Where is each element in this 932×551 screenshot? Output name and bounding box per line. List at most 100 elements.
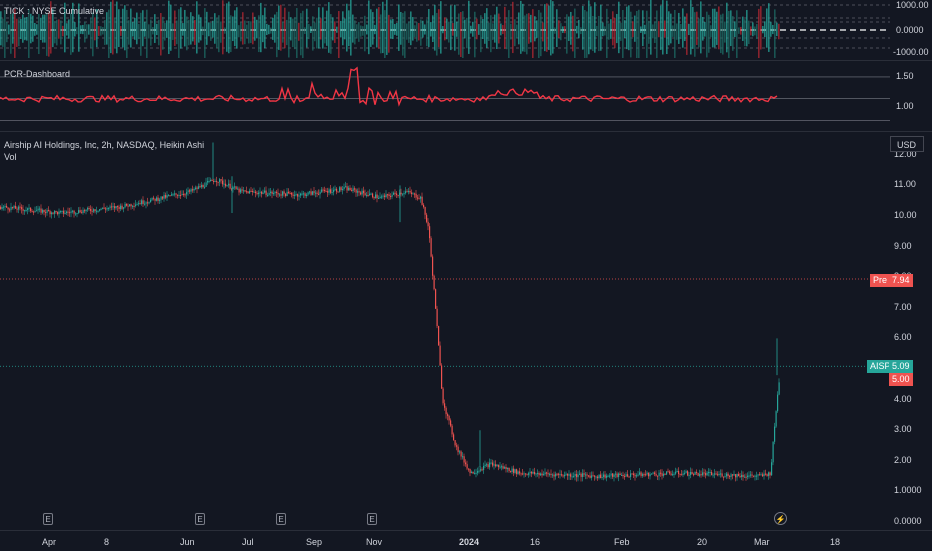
tick-bar [624, 20, 626, 39]
candle-body [564, 474, 566, 477]
candle-body [669, 471, 671, 474]
tick-bar [416, 22, 418, 42]
tick-bar [142, 10, 144, 47]
tick-bar [164, 22, 166, 41]
tick-bar [466, 17, 468, 49]
tick-bar [198, 14, 200, 43]
candle-body [79, 210, 81, 213]
candle-body [424, 206, 426, 215]
earnings-marker-4[interactable]: E [367, 513, 377, 525]
tick-bar [580, 27, 582, 35]
tick-bar [422, 20, 424, 38]
candle-body [387, 194, 389, 196]
candle-body [135, 204, 137, 206]
dividend-bolt-icon[interactable]: ⚡ [774, 512, 787, 525]
tick-bar [308, 23, 310, 40]
tick-bar [570, 11, 572, 45]
candle-body [747, 475, 749, 477]
candle-body [369, 193, 371, 196]
candle-body [34, 210, 36, 213]
candle-body [324, 189, 326, 192]
candle-body [751, 474, 753, 476]
tick-bar [102, 27, 104, 35]
candle-body [306, 194, 308, 196]
price-axis-zero: 0.0000 [894, 516, 922, 526]
tick-bar [302, 10, 304, 58]
candle-body [102, 207, 104, 209]
candle-body [409, 191, 411, 193]
candle-body [519, 471, 521, 474]
candle-body [715, 473, 717, 475]
tick-bar [44, 14, 46, 43]
tick-bar [300, 13, 302, 56]
tick-bar [744, 19, 746, 47]
candle-body [343, 186, 345, 190]
tick-bar [652, 24, 654, 39]
tick-bar [120, 26, 122, 36]
tick-bar [726, 2, 728, 53]
candle-body [51, 212, 53, 215]
candle-body [528, 473, 530, 475]
candle-body [304, 193, 306, 196]
tick-bar [148, 24, 150, 39]
tick-bar [22, 14, 24, 43]
candle-body [672, 474, 674, 476]
tick-bar [476, 18, 478, 40]
tick-bar [778, 23, 780, 40]
candle-body [49, 211, 51, 215]
tick-bar [234, 10, 236, 47]
tick-bar [776, 22, 778, 37]
candle-body [291, 193, 293, 195]
candle-body [562, 475, 564, 477]
candle-body [639, 472, 641, 475]
candle-body [531, 471, 533, 474]
currency-button[interactable]: USD [890, 136, 924, 152]
tick-bar [354, 20, 356, 45]
candle-body [139, 203, 141, 205]
candle-body [132, 205, 134, 207]
tick-bar [6, 21, 8, 43]
tick-bar [86, 24, 88, 39]
symbol-price-value: 5.09 [889, 360, 913, 373]
candle-body [552, 474, 554, 476]
tick-bar [16, 18, 18, 47]
time-axis-label: 8 [104, 537, 110, 547]
tick-bar [94, 17, 96, 41]
candle-body [333, 189, 335, 193]
tick-bar [542, 22, 544, 42]
tick-bar [714, 8, 716, 48]
candle-body [322, 189, 324, 191]
tick-bar [522, 3, 524, 52]
tick-bar [434, 4, 436, 51]
earnings-marker-1[interactable]: E [43, 513, 53, 525]
candle-body [1, 207, 3, 209]
candle-body [697, 472, 699, 476]
candle-body [96, 210, 98, 212]
candle-body [300, 193, 302, 196]
candle-body [708, 472, 710, 474]
candle-body [627, 474, 629, 477]
candle-body [294, 194, 296, 196]
tick-bar [566, 14, 568, 54]
pre-market-value: 7.94 [889, 274, 913, 287]
tick-bar [92, 12, 94, 57]
candle-body [555, 473, 557, 477]
earnings-marker-3[interactable]: E [276, 513, 286, 525]
tick-bar [404, 11, 406, 58]
candle-body [69, 212, 71, 214]
candle-body [490, 462, 492, 464]
tick-bar [722, 13, 724, 55]
tick-bar [172, 23, 174, 40]
earnings-marker-2[interactable]: E [195, 513, 205, 525]
candle-body [31, 210, 33, 212]
candle-body [331, 192, 333, 194]
tick-bar [350, 0, 352, 56]
candle-body [37, 208, 39, 211]
tick-bar [582, 5, 584, 50]
tick-bar [528, 13, 530, 44]
tick-bar [238, 25, 240, 38]
candle-body [547, 473, 549, 475]
tick-bar [202, 26, 204, 36]
candle-body [19, 206, 21, 208]
candle-body [198, 186, 200, 189]
